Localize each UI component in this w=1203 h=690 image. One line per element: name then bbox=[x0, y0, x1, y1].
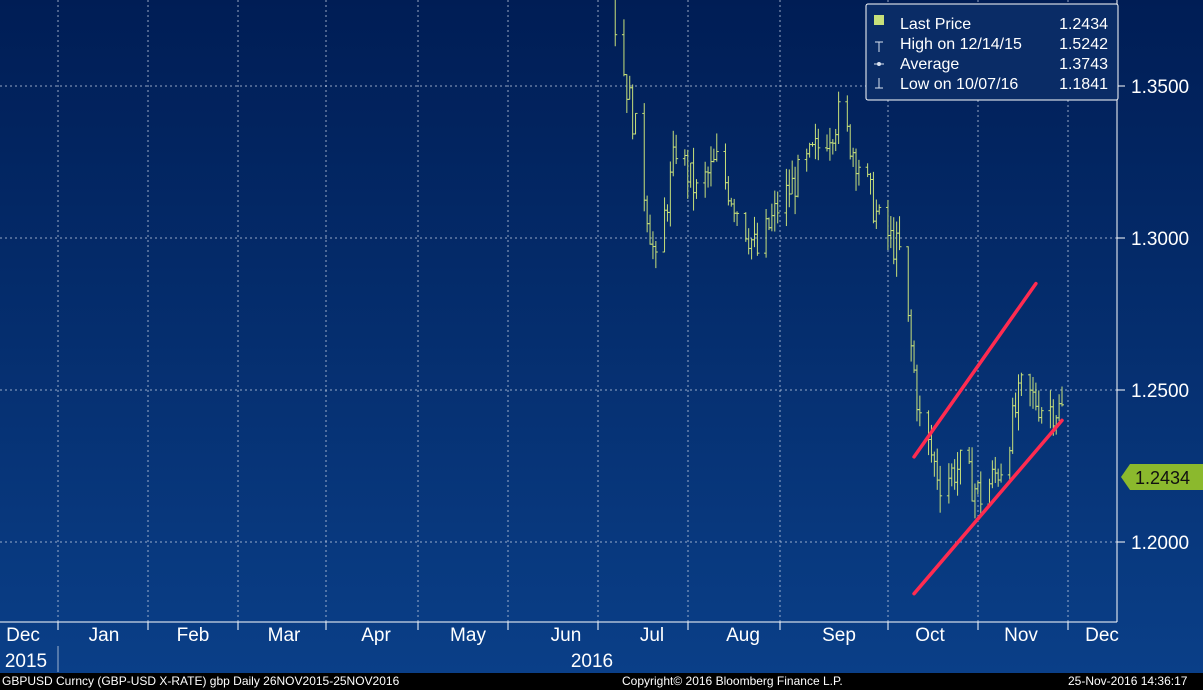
legend-value: 1.5242 bbox=[1059, 36, 1108, 53]
y-axis: 1.20001.25001.30001.35001.40001.45001.50… bbox=[1116, 0, 1189, 622]
legend-item-high: High on 12/14/15 1.5242 bbox=[875, 36, 1108, 53]
legend-label: Low on 10/07/16 bbox=[900, 76, 1018, 93]
price-bar bbox=[735, 211, 740, 226]
x-month-label: Dec bbox=[6, 625, 40, 646]
x-year-label: 2016 bbox=[571, 651, 613, 672]
legend-item-average: Average 1.3743 bbox=[874, 56, 1108, 73]
price-bar bbox=[796, 154, 800, 198]
price-bar bbox=[816, 128, 821, 161]
price-bar bbox=[633, 112, 638, 135]
footer-source: GBPUSD Curncy (GBP-USD X-RATE) gbp Daily… bbox=[2, 674, 400, 688]
price-bar bbox=[958, 449, 963, 485]
x-month-label: Jun bbox=[551, 625, 582, 646]
price-bar bbox=[694, 179, 699, 199]
price-bar bbox=[653, 240, 658, 269]
legend-label: Last Price bbox=[900, 16, 971, 33]
legend-value: 1.3743 bbox=[1059, 56, 1108, 73]
legend-value: 1.1841 bbox=[1059, 76, 1108, 93]
low-marker-icon bbox=[875, 78, 883, 89]
price-chart: Dec Jan Feb Mar Apr May Jun Jul Aug Sep Oct Nov Dec 2… bbox=[0, 0, 1203, 673]
legend-value: 1.2434 bbox=[1059, 16, 1108, 33]
price-bar bbox=[978, 471, 983, 514]
x-month-label: May bbox=[450, 625, 486, 646]
x-year-label: 2015 bbox=[5, 651, 47, 672]
legend-label: Average bbox=[900, 56, 959, 73]
footer-copyright: Copyright© 2016 Bloomberg Finance L.P. bbox=[622, 674, 843, 688]
legend-box bbox=[865, 3, 1119, 101]
x-month-label: Oct bbox=[915, 625, 945, 646]
x-month-label: Dec bbox=[1085, 625, 1119, 646]
price-bar bbox=[755, 222, 760, 256]
x-month-label: Jul bbox=[640, 625, 664, 646]
x-month-label: Apr bbox=[361, 625, 391, 646]
y-tick-label: 1.3000 bbox=[1131, 229, 1189, 250]
x-month-label: Nov bbox=[1004, 625, 1038, 646]
average-marker-icon bbox=[874, 62, 884, 66]
y-tick-label: 1.2500 bbox=[1131, 381, 1189, 402]
high-marker-icon bbox=[875, 41, 883, 52]
y-tick-label: 1.3500 bbox=[1131, 77, 1189, 98]
last-price-tag-shape bbox=[1121, 464, 1203, 490]
price-bar bbox=[856, 159, 861, 186]
price-bar bbox=[1019, 372, 1024, 396]
price-bars bbox=[614, 0, 1064, 519]
price-bar bbox=[877, 204, 882, 215]
price-bar bbox=[938, 465, 943, 513]
last-price-tag: 1.2434 bbox=[1121, 464, 1203, 490]
price-bar bbox=[1039, 407, 1044, 424]
legend-item-last-price: Last Price 1.2434 bbox=[874, 15, 1108, 33]
price-bar bbox=[999, 463, 1004, 483]
price-bar bbox=[897, 216, 902, 251]
x-month-label: Mar bbox=[268, 625, 301, 646]
legend-item-low: Low on 10/07/16 1.1841 bbox=[875, 76, 1108, 93]
price-bar bbox=[775, 191, 780, 224]
legend: Last Price 1.2434 High on 12/14/15 1.524… bbox=[865, 3, 1119, 101]
y-tick-label: 1.2000 bbox=[1131, 533, 1189, 554]
trend-channel-lower-line bbox=[912, 418, 1064, 596]
last-price-tag-label: 1.2434 bbox=[1135, 468, 1190, 488]
plot-background bbox=[0, 0, 1203, 673]
trend-channel-upper-line bbox=[912, 281, 1038, 459]
price-bar bbox=[1060, 386, 1064, 407]
x-month-label: Jan bbox=[89, 625, 120, 646]
x-axis: Dec Jan Feb Mar Apr May Jun Jul Aug Sep Oct Nov Dec 2… bbox=[0, 621, 1119, 672]
footer-timestamp: 25-Nov-2016 14:36:17 bbox=[1068, 674, 1188, 688]
trend-channel bbox=[912, 281, 1064, 596]
price-bar bbox=[836, 91, 841, 145]
price-bar bbox=[614, 0, 618, 47]
legend-label: High on 12/14/15 bbox=[900, 36, 1022, 53]
grid-lines bbox=[0, 0, 1117, 622]
x-month-label: Feb bbox=[177, 625, 210, 646]
price-bar bbox=[714, 133, 719, 162]
price-bar bbox=[674, 134, 679, 165]
x-month-label: Aug bbox=[726, 625, 760, 646]
filled-square-icon bbox=[874, 15, 884, 25]
price-bar bbox=[917, 395, 922, 427]
x-month-label: Sep bbox=[822, 625, 856, 646]
